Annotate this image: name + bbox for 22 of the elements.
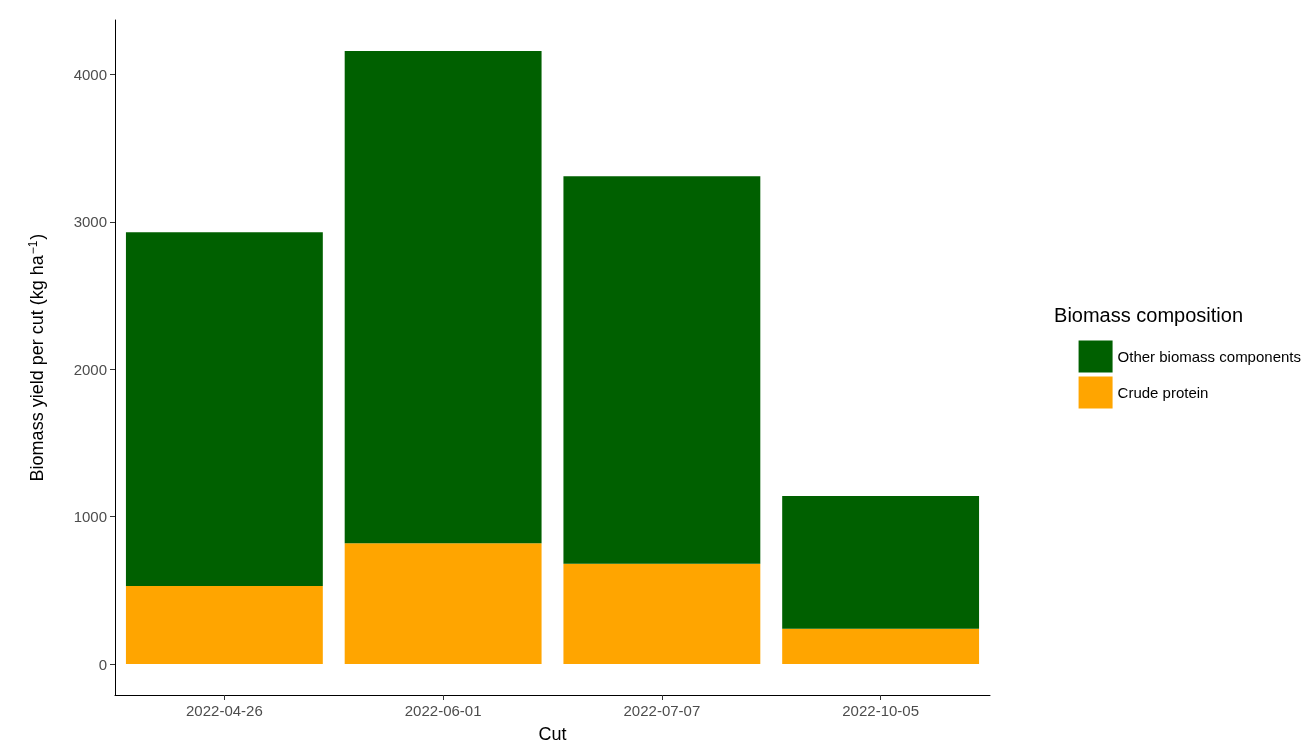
y-tick-label: 1000 <box>73 508 107 526</box>
x-tick-label: 2022-07-07 <box>623 702 701 719</box>
bar <box>563 563 761 665</box>
bar <box>782 628 980 665</box>
bar <box>344 543 542 665</box>
y-tick-label: 3000 <box>73 213 107 231</box>
legend-title: Biomass composition <box>1054 304 1243 326</box>
bar <box>125 232 323 586</box>
bar <box>782 496 980 629</box>
y-tick-label: 2000 <box>73 360 107 378</box>
bar <box>563 176 761 564</box>
x-axis-title: Cut <box>538 724 567 744</box>
x-tick-label: 2022-10-05 <box>842 702 919 719</box>
bar <box>125 585 323 665</box>
y-tick-label: 0 <box>98 655 107 673</box>
bar <box>344 50 542 544</box>
y-axis-title: Biomass yield per cut (kg ha−1) <box>26 233 47 482</box>
legend-label: Crude protein <box>1117 384 1209 401</box>
x-tick-label: 2022-04-26 <box>186 702 263 719</box>
legend-label: Other biomass components <box>1117 348 1301 365</box>
y-tick-label: 4000 <box>73 66 107 84</box>
x-tick-label: 2022-06-01 <box>404 702 482 719</box>
